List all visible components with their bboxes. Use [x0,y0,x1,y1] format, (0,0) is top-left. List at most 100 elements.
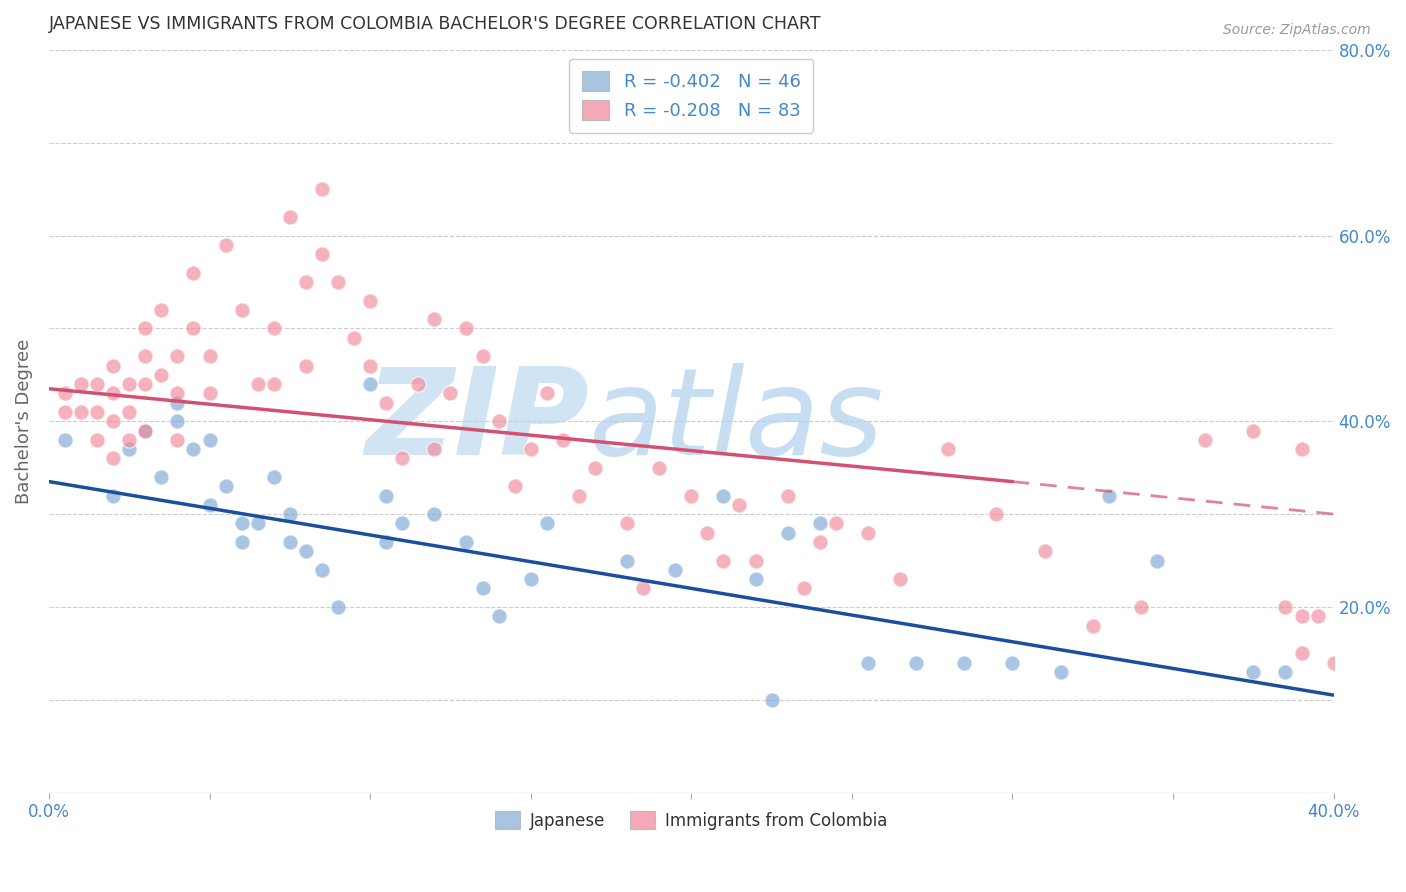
Point [375,489,398,503]
Point [150,302,173,317]
Point [391,516,413,531]
Point [664,563,686,577]
Point [375,535,398,549]
Point [214,237,236,252]
Point [53,386,76,401]
Point [86,405,108,419]
Point [889,572,911,586]
Point [118,405,141,419]
Point [536,516,558,531]
Point [551,433,574,447]
Point [198,498,221,512]
Point [166,395,188,409]
Point [278,507,301,521]
Point [166,349,188,363]
Point [808,535,831,549]
Point [953,656,976,670]
Point [631,582,654,596]
Point [103,414,125,428]
Point [103,489,125,503]
Point [1098,489,1121,503]
Point [728,498,751,512]
Point [326,599,349,614]
Point [1291,609,1313,624]
Point [166,386,188,401]
Point [311,563,333,577]
Point [681,489,703,503]
Point [488,414,510,428]
Point [70,405,93,419]
Point [1274,599,1296,614]
Text: ZIP: ZIP [364,363,589,480]
Point [246,516,269,531]
Point [1241,424,1264,438]
Point [391,451,413,466]
Point [856,525,879,540]
Point [793,582,815,596]
Point [295,275,318,289]
Point [198,386,221,401]
Point [616,553,638,567]
Point [118,442,141,456]
Point [183,321,205,335]
Point [166,414,188,428]
Point [471,582,494,596]
Point [456,535,478,549]
Point [503,479,526,493]
Point [166,433,188,447]
Point [311,182,333,196]
Text: JAPANESE VS IMMIGRANTS FROM COLOMBIA BACHELOR'S DEGREE CORRELATION CHART: JAPANESE VS IMMIGRANTS FROM COLOMBIA BAC… [49,15,821,33]
Point [103,451,125,466]
Point [744,572,766,586]
Point [183,266,205,280]
Point [150,470,173,484]
Point [246,377,269,392]
Point [263,470,285,484]
Point [1291,442,1313,456]
Point [103,359,125,373]
Point [519,572,541,586]
Point [1291,646,1313,660]
Y-axis label: Bachelor's Degree: Bachelor's Degree [15,339,32,504]
Point [583,460,606,475]
Point [311,247,333,261]
Point [103,386,125,401]
Point [1146,553,1168,567]
Point [1081,618,1104,632]
Text: Source: ZipAtlas.com: Source: ZipAtlas.com [1223,23,1371,37]
Point [488,609,510,624]
Point [134,321,156,335]
Point [214,479,236,493]
Point [1001,656,1024,670]
Point [231,516,253,531]
Point [616,516,638,531]
Point [53,405,76,419]
Point [1194,433,1216,447]
Point [648,460,671,475]
Point [198,433,221,447]
Point [824,516,846,531]
Point [713,489,735,503]
Point [231,302,253,317]
Point [359,377,381,392]
Point [408,377,430,392]
Point [776,525,799,540]
Point [231,535,253,549]
Point [1049,665,1071,679]
Point [1241,665,1264,679]
Point [471,349,494,363]
Point [134,349,156,363]
Text: atlas: atlas [589,363,884,480]
Point [150,368,173,382]
Point [423,312,446,326]
Point [53,433,76,447]
Point [536,386,558,401]
Point [86,377,108,392]
Legend: Japanese, Immigrants from Colombia: Japanese, Immigrants from Colombia [488,805,894,837]
Point [936,442,959,456]
Point [986,507,1008,521]
Point [744,553,766,567]
Point [761,693,783,707]
Point [263,321,285,335]
Point [439,386,461,401]
